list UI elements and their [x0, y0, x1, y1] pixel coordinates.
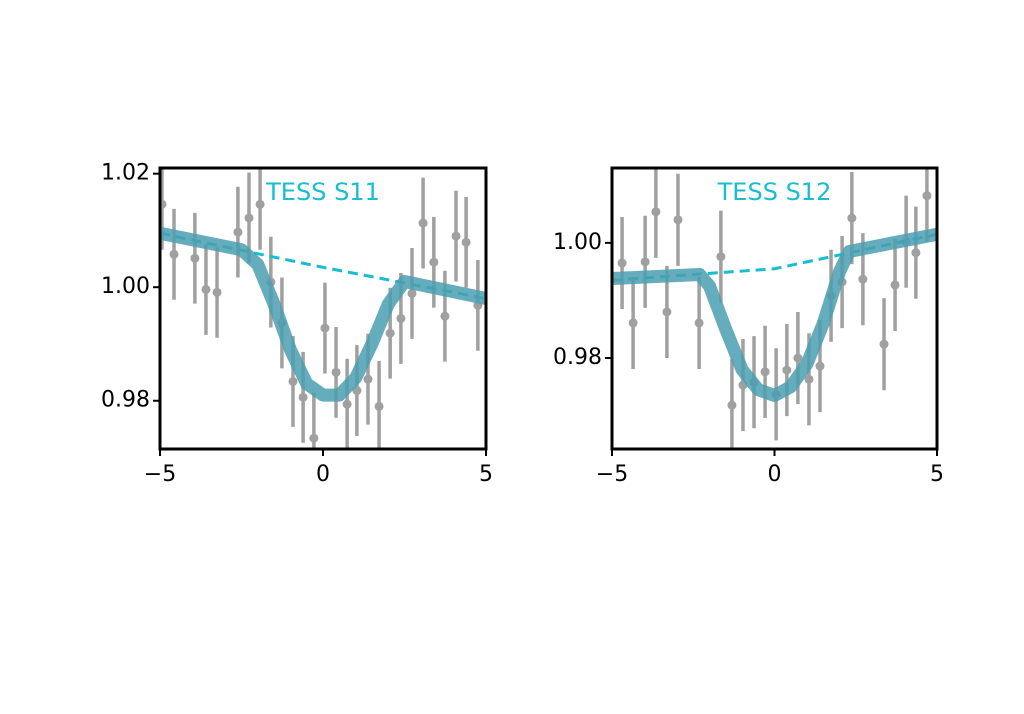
data-point: [651, 207, 661, 217]
x-tick-label: −5: [144, 462, 176, 487]
data-point: [782, 365, 792, 375]
data-point: [694, 318, 704, 328]
x-tick-label: 0: [768, 462, 782, 487]
data-point: [451, 231, 461, 241]
data-point: [879, 339, 889, 349]
data-point: [244, 213, 254, 223]
x-tick-label: 5: [479, 462, 493, 487]
data-point: [298, 392, 308, 402]
data-point: [760, 367, 770, 377]
data-point: [716, 252, 726, 262]
data-point: [363, 374, 373, 384]
data-point: [858, 274, 868, 284]
data-point: [396, 313, 406, 323]
data-point: [461, 237, 471, 247]
data-point: [440, 311, 450, 321]
data-point: [793, 353, 803, 363]
axes-frame: [158, 166, 488, 451]
plot-area: [612, 168, 937, 449]
data-point: [815, 361, 825, 371]
data-point: [407, 288, 417, 298]
data-point: [288, 376, 298, 386]
x-tick-label: 5: [930, 462, 944, 487]
panel-title: TESS S11: [265, 178, 380, 206]
data-point: [385, 328, 395, 338]
data-point: [201, 284, 211, 294]
data-point: [309, 433, 319, 443]
data-point: [429, 257, 439, 267]
plot-area: [160, 168, 486, 449]
data-point: [212, 287, 222, 297]
data-point: [640, 257, 650, 267]
x-tick-label: 0: [316, 462, 330, 487]
data-point: [727, 400, 737, 410]
data-point: [617, 258, 627, 268]
model-curve: [160, 226, 486, 402]
data-point: [911, 248, 921, 258]
data-point: [662, 307, 672, 317]
y-tick-label: 1.02: [101, 161, 150, 186]
data-point: [847, 213, 857, 223]
x-tick-label: −5: [596, 462, 628, 487]
data-point: [804, 374, 814, 384]
data-point: [922, 191, 932, 201]
data-point: [190, 253, 200, 263]
data-point: [673, 215, 683, 225]
data-point: [890, 280, 900, 290]
model-curve: [612, 227, 937, 402]
data-point: [320, 323, 330, 333]
y-tick-label: 1.00: [101, 274, 150, 299]
data-point: [374, 401, 384, 411]
y-tick-label: 0.98: [553, 345, 602, 370]
data-point: [160, 199, 167, 209]
y-tick-label: 1.00: [553, 230, 602, 255]
y-tick-label: 0.98: [101, 388, 150, 413]
data-point: [255, 199, 265, 209]
data-point: [233, 227, 243, 237]
panel-title: TESS S12: [717, 178, 832, 206]
data-point: [342, 399, 352, 409]
data-point: [628, 318, 638, 328]
data-point: [169, 249, 179, 259]
data-point: [331, 367, 341, 377]
data-point: [418, 218, 428, 228]
